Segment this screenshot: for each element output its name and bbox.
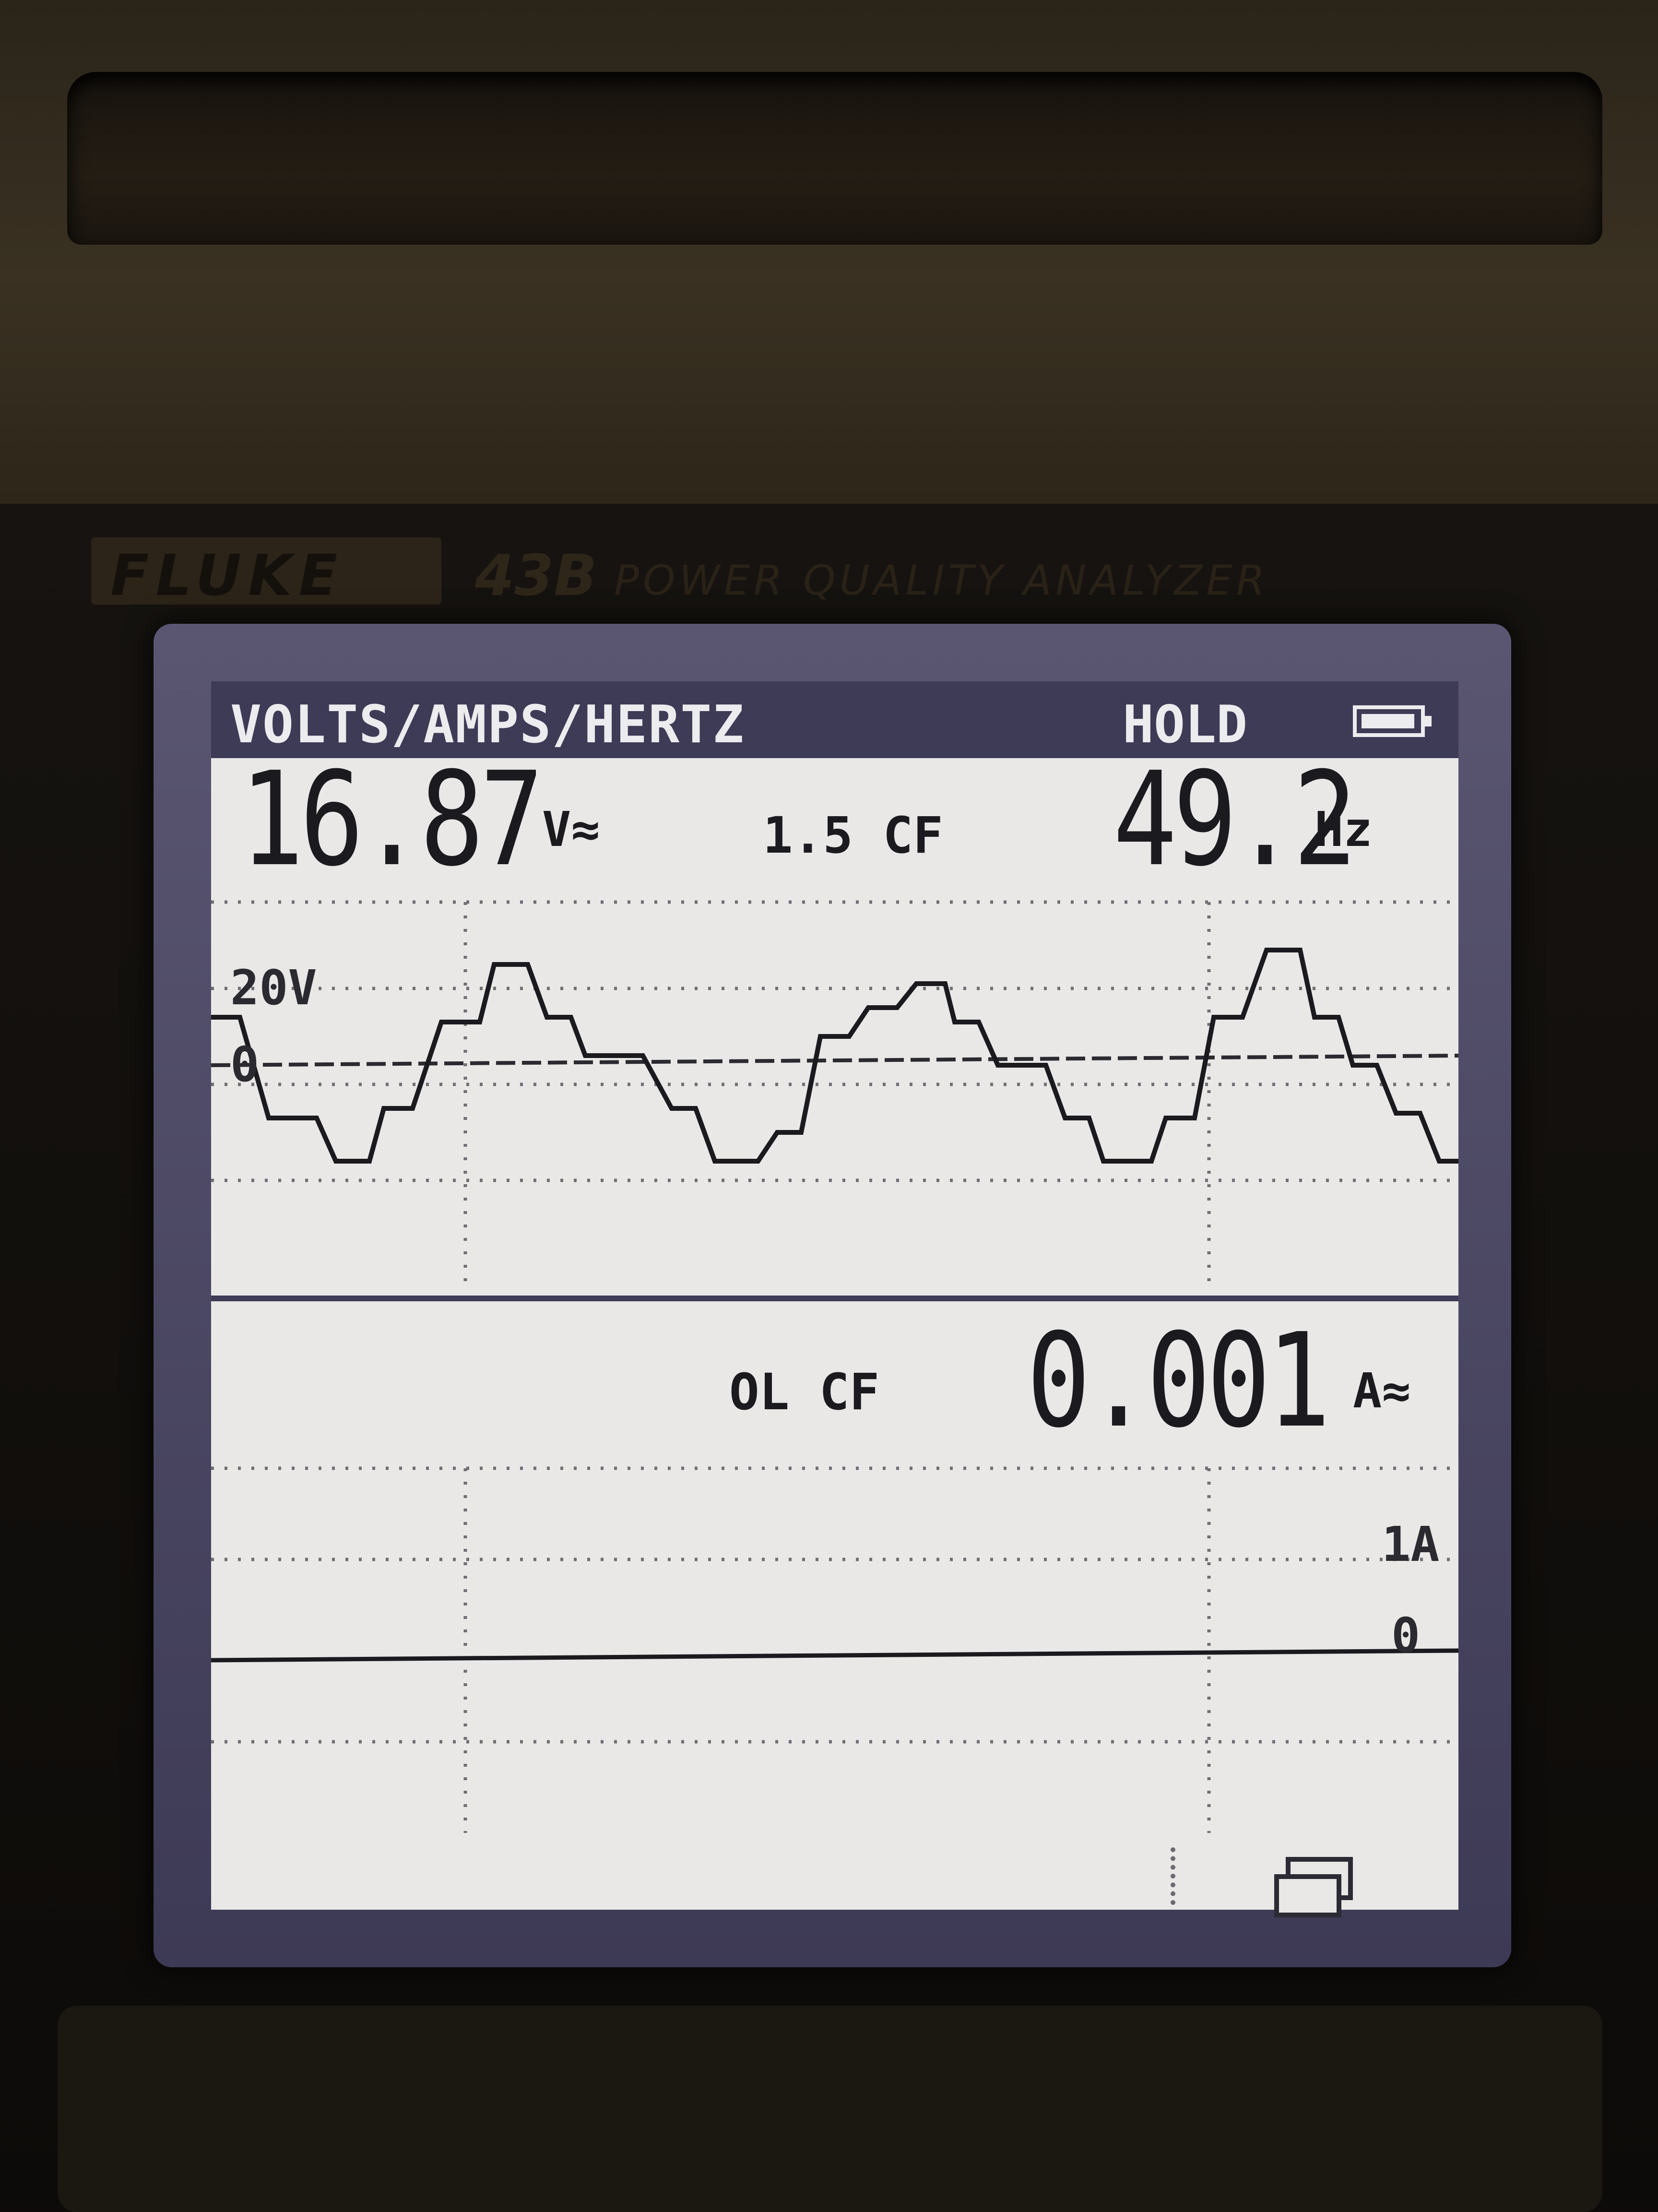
trace-divider [211, 1296, 1458, 1301]
display-mode-icon[interactable] [1274, 1857, 1353, 1917]
current-unit: A≈ [1353, 1363, 1411, 1419]
device-keypad-area [58, 2006, 1602, 2212]
frequency-reading: 49.2 [1113, 744, 1357, 895]
voltage-scale-label: 20V [230, 960, 317, 1016]
brand-logo: FLUKE [91, 537, 441, 608]
model-number: 43B [475, 542, 597, 608]
hold-indicator: HOLD [1123, 695, 1248, 755]
current-zero-label: 0 [1391, 1607, 1421, 1664]
voltage-crest-factor: 1.5 CF [763, 806, 943, 865]
device-top-panel [0, 0, 1658, 504]
title-bar: VOLTS/AMPS/HERTZ HOLD [211, 681, 1458, 758]
brand-row: FLUKE 43B POWER QUALITY ANALYZER [91, 537, 1434, 609]
softkey-divider [1171, 1847, 1180, 1905]
voltage-waveform-plot [211, 900, 1458, 1286]
current-waveform-plot [211, 1466, 1458, 1833]
voltage-reading: 16.87 [240, 744, 544, 895]
voltage-zero-label: 0 [230, 1036, 260, 1093]
frequency-unit: Hz [1315, 801, 1373, 857]
device-subtitle: POWER QUALITY ANALYZER [614, 557, 1269, 605]
current-reading: 0.001 [1027, 1305, 1331, 1456]
lcd-screen: VOLTS/AMPS/HERTZ HOLD 16.87 V≈ 1.5 CF 49… [211, 681, 1458, 1917]
voltage-scope: 20V 0 [211, 892, 1458, 1286]
probe-label-strip [67, 72, 1602, 245]
mode-title: VOLTS/AMPS/HERTZ [230, 695, 745, 755]
current-scope: 1A 0 [211, 1459, 1458, 1833]
current-crest-factor: OL CF [729, 1363, 880, 1421]
voltage-unit: V≈ [542, 801, 600, 857]
softkey-bar [1171, 1847, 1439, 1917]
brand-name: FLUKE [110, 542, 344, 608]
battery-icon [1353, 705, 1432, 737]
current-scale-label: 1A [1382, 1516, 1440, 1572]
